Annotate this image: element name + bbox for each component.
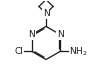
Text: N: N bbox=[28, 30, 35, 39]
Text: NH$_2$: NH$_2$ bbox=[69, 45, 87, 58]
Text: Cl: Cl bbox=[14, 47, 23, 56]
Text: N: N bbox=[57, 30, 64, 39]
Text: N: N bbox=[43, 9, 49, 18]
